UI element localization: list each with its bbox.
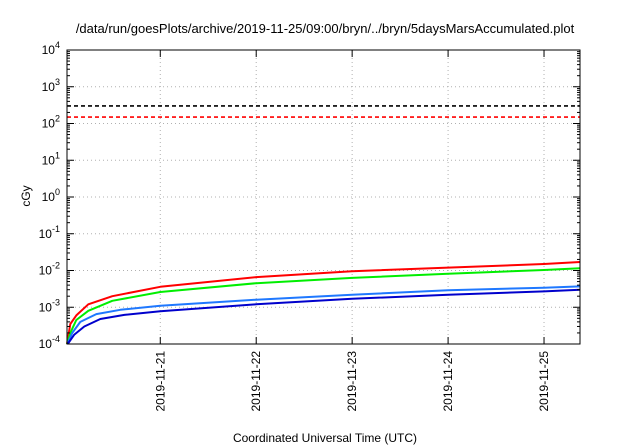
grid-lines	[67, 50, 580, 344]
y-tick-label: 104	[42, 40, 60, 57]
y-tick-label: 102	[42, 114, 60, 131]
y-tick-label: 10-3	[39, 297, 60, 314]
y-tick-label: 10-2	[39, 261, 60, 278]
y-tick-label: 101	[42, 150, 60, 167]
y-tick-label: 100	[42, 187, 60, 204]
y-axis-label: cGy	[19, 185, 33, 206]
x-axis-ticks: 2019-11-21 2019-11-22 2019-11-23 2019-11-24…	[153, 50, 551, 412]
x-tick-label: 2019-11-21	[153, 351, 167, 412]
x-tick-label: 2019-11-23	[345, 351, 359, 412]
series-line-3	[66, 285, 581, 345]
x-tick-label: 2019-11-25	[537, 351, 551, 412]
x-axis-label: Coordinated Universal Time (UTC)	[233, 431, 417, 445]
series-line-1	[66, 261, 581, 345]
series-line-2	[66, 267, 581, 345]
y-tick-label: 103	[42, 77, 60, 94]
y-tick-label: 10-4	[39, 334, 60, 351]
x-tick-label: 2019-11-22	[249, 351, 263, 412]
series-line-4	[66, 288, 581, 345]
chart-title: /data/run/goesPlots/archive/2019-11-25/0…	[76, 21, 575, 36]
series-lines	[66, 261, 581, 345]
reference-lines	[67, 105, 580, 118]
x-tick-label: 2019-11-24	[441, 351, 455, 412]
y-tick-label: 10-1	[39, 224, 60, 241]
